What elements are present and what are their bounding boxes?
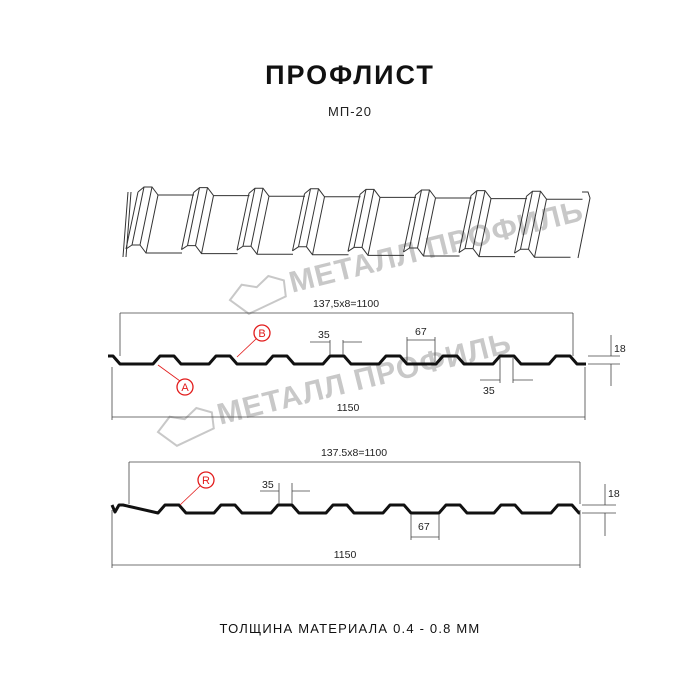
profile-line <box>108 354 586 366</box>
page-title: ПРОФЛИСТ <box>265 60 435 90</box>
bottom-top-width-label: 35 <box>483 385 495 397</box>
watermark-logo-icon <box>156 406 215 447</box>
top-width-label: 35 <box>318 329 330 341</box>
model-subtitle: МП-20 <box>328 104 372 119</box>
sheet-perspective <box>122 186 591 259</box>
material-thickness: ТОЛЩИНА МАТЕРИАЛА 0.4 - 0.8 ММ <box>219 621 481 636</box>
marker-r: R <box>179 471 215 506</box>
profile-r: 137.5x8=1100 1150 35 67 18 R <box>110 447 620 568</box>
valley-width-label: 67 <box>415 326 427 338</box>
marker-b: B <box>236 324 271 358</box>
watermark-logo-icon <box>228 274 287 315</box>
svg-text:A: A <box>181 382 189 394</box>
height-label: 18 <box>608 488 620 500</box>
pitch-label: 137.5x8=1100 <box>321 447 387 459</box>
profile-line <box>110 503 581 515</box>
pitch-label: 137,5x8=1100 <box>313 298 379 310</box>
top-width-label: 35 <box>262 479 274 491</box>
svg-text:B: B <box>258 328 265 340</box>
height-label: 18 <box>614 343 626 355</box>
width-label: 1150 <box>337 402 360 414</box>
width-label: 1150 <box>334 549 357 561</box>
svg-text:R: R <box>202 475 210 487</box>
valley-width-label: 67 <box>418 521 430 533</box>
marker-a: A <box>157 364 194 396</box>
watermark-2: МЕТАЛЛ ПРОФИЛЬ <box>156 326 515 447</box>
watermark-text: МЕТАЛЛ ПРОФИЛЬ <box>214 326 515 431</box>
watermark-text: МЕТАЛЛ ПРОФИЛЬ <box>286 194 587 299</box>
profile-ab: 137,5x8=1100 1150 35 67 35 18 B A <box>108 298 626 420</box>
